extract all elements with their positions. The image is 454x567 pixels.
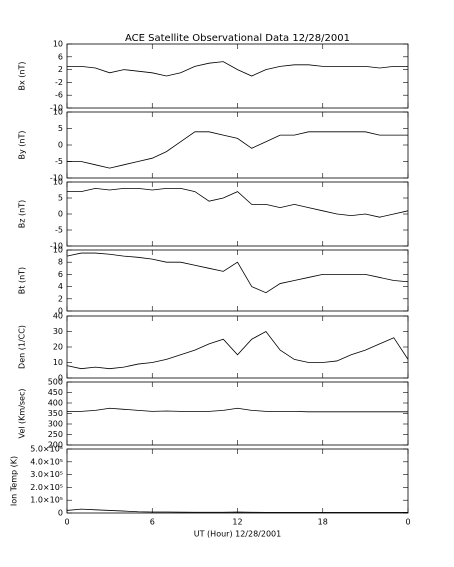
y-tick-label: 40 — [53, 312, 63, 321]
y-tick-label: 6 — [58, 270, 63, 279]
y-tick-label: -6 — [55, 91, 63, 100]
x-tick-label: 0 — [64, 518, 69, 527]
y-tick-label: 10 — [53, 40, 63, 49]
y-tick-label: 10 — [53, 358, 63, 367]
y-tick-label: 450 — [48, 388, 63, 397]
y-tick-label: -2 — [55, 78, 63, 87]
y-tick-label: 4 — [58, 282, 63, 291]
y-tick-label: 1.0×10⁵ — [30, 496, 63, 505]
y-tick-label: -5 — [55, 226, 63, 235]
y-axis-label: Bt (nT) — [18, 267, 27, 294]
x-tick-label: 0 — [405, 518, 410, 527]
x-axis-label: UT (Hour) 12/28/2001 — [194, 530, 281, 539]
y-tick-label: 8 — [58, 258, 63, 267]
y-axis-label: Vel (Km/sec) — [18, 388, 27, 438]
y-axis-label: Ion Temp (K) — [10, 456, 19, 506]
panel-frame — [66, 249, 409, 312]
y-tick-label: 5 — [58, 124, 63, 133]
panel-frame — [66, 111, 409, 179]
panel-frame — [66, 43, 409, 109]
y-tick-label: 2.0×10⁵ — [30, 483, 63, 492]
y-tick-label: 2 — [58, 65, 63, 74]
y-tick-label: 500 — [48, 378, 63, 387]
y-tick-label: 200 — [48, 441, 63, 450]
y-tick-label: 250 — [48, 430, 63, 439]
y-tick-label: 20 — [53, 343, 63, 352]
y-tick-label: 400 — [48, 399, 63, 408]
y-tick-label: 300 — [48, 420, 63, 429]
y-tick-label: 3.0×10⁵ — [30, 470, 63, 479]
y-tick-label: 0 — [58, 210, 63, 219]
y-tick-label: 5.0×10⁵ — [30, 445, 63, 454]
y-tick-label: 5 — [58, 194, 63, 203]
data-line — [67, 61, 408, 77]
data-line — [66, 508, 408, 513]
y-axis-label: Bz (nT) — [18, 200, 27, 228]
y-tick-label: 2 — [58, 294, 63, 303]
x-tick-label: 18 — [318, 518, 328, 527]
y-tick-label: -5 — [55, 157, 63, 166]
y-axis-label: Bx (nT) — [18, 62, 27, 91]
y-tick-label: -10 — [50, 242, 63, 251]
x-tick-label: 6 — [150, 518, 155, 527]
chart-title: ACE Satellite Observational Data 12/28/2… — [125, 33, 350, 44]
y-tick-label: 0 — [58, 374, 63, 383]
y-tick-label: 6 — [58, 52, 63, 61]
panel-frame — [66, 448, 409, 514]
panel-frame — [66, 315, 409, 379]
y-tick-label: -10 — [50, 104, 63, 113]
y-axis-label: By (nT) — [18, 131, 27, 160]
data-line — [66, 252, 409, 294]
y-tick-label: 0 — [58, 509, 63, 518]
y-tick-label: 10 — [53, 246, 63, 255]
y-tick-label: 350 — [48, 409, 63, 418]
y-tick-label: -10 — [50, 174, 63, 183]
panel-frame — [66, 381, 409, 446]
data-line — [67, 407, 408, 413]
y-tick-label: 4.0×10⁵ — [30, 457, 63, 466]
data-line — [67, 131, 408, 169]
data-line — [66, 330, 409, 370]
y-axis-label: Den (1/CC) — [18, 325, 27, 369]
data-line — [67, 187, 409, 218]
y-tick-label: 0 — [58, 307, 63, 316]
y-tick-label: 30 — [53, 327, 63, 336]
y-tick-label: 10 — [53, 178, 63, 187]
y-tick-label: 0 — [58, 141, 63, 150]
y-tick-label: 10 — [53, 108, 63, 117]
x-tick-label: 12 — [232, 518, 242, 527]
